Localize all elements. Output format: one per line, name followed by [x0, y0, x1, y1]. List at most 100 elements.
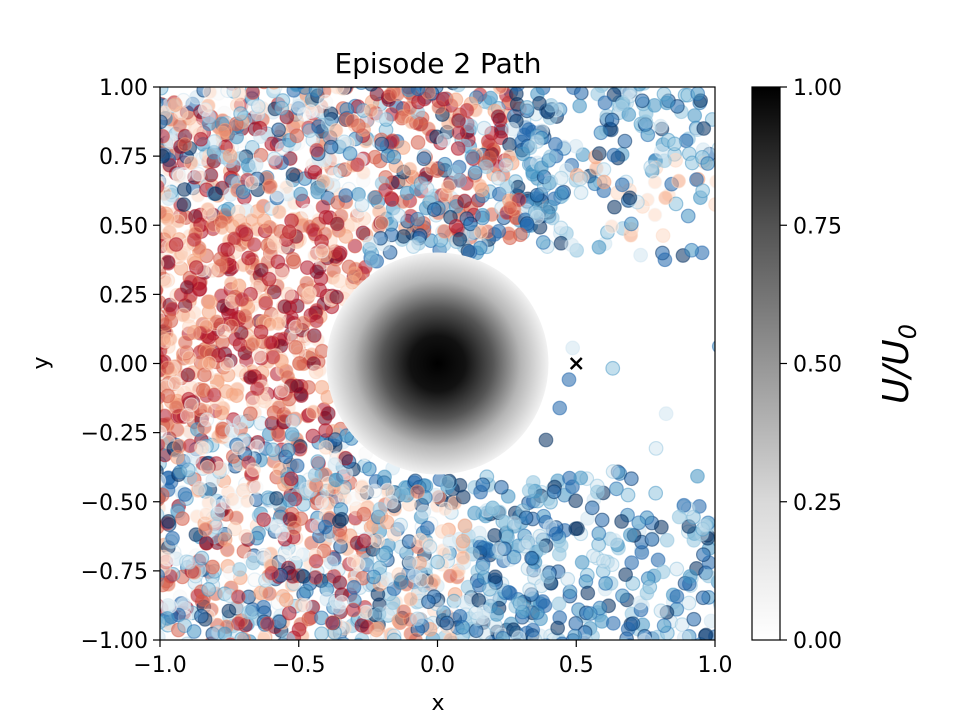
scatter-point [632, 87, 647, 92]
scatter-point [332, 575, 348, 591]
scatter-point [457, 193, 472, 209]
scatter-point [591, 239, 607, 255]
scatter-point [637, 633, 653, 640]
scatter-point [598, 575, 614, 591]
scatter-point [696, 121, 712, 136]
scatter-point [202, 206, 218, 222]
scatter-point [681, 595, 697, 611]
scatter-point [689, 172, 704, 188]
scatter-point [695, 547, 711, 563]
scatter-point [358, 604, 374, 620]
scatter-point [269, 519, 285, 535]
colorbar-tick-label: 0.25 [793, 491, 842, 516]
scatter-points [160, 87, 715, 640]
scatter-point [208, 186, 223, 202]
scatter-point [402, 161, 418, 177]
scatter-point [442, 568, 458, 584]
scatter-point [620, 487, 636, 503]
scatter-point [455, 489, 471, 505]
scatter-point [437, 156, 453, 172]
scatter-point [302, 285, 317, 301]
scatter-point [319, 591, 335, 607]
scatter-point [194, 550, 210, 566]
scatter-point [690, 87, 706, 102]
scatter-point [367, 190, 382, 206]
scatter-point [410, 484, 425, 500]
scatter-point [374, 215, 390, 231]
plot-area [160, 87, 715, 640]
scatter-point [299, 203, 315, 219]
scatter-point [289, 128, 305, 144]
x-tick-label: 0.0 [420, 653, 455, 678]
scatter-point [621, 107, 637, 122]
scatter-point [241, 250, 256, 266]
scatter-point [338, 229, 354, 244]
scatter-point [667, 136, 682, 152]
scatter-point [289, 87, 304, 93]
scatter-point [377, 469, 392, 485]
scatter-point [700, 156, 715, 171]
scatter-point [308, 364, 324, 380]
y-tick-label: −1.00 [81, 629, 148, 654]
scatter-point [455, 533, 471, 549]
scatter-point [606, 87, 622, 102]
scatter-point [487, 527, 503, 543]
scatter-point [317, 519, 333, 535]
scatter-point [283, 471, 299, 487]
scatter-point [451, 87, 466, 93]
scatter-point [370, 533, 386, 549]
scatter-point [653, 603, 669, 619]
scatter-point [285, 413, 301, 429]
scatter-point [169, 422, 185, 438]
scatter-point [483, 90, 499, 106]
scatter-point [197, 102, 213, 118]
scatter-point [560, 571, 576, 587]
scatter-point [491, 223, 507, 239]
scatter-point [318, 209, 334, 225]
scatter-point [368, 622, 384, 638]
scatter-point [506, 515, 522, 531]
scatter-point [703, 613, 715, 629]
scatter-point [671, 173, 687, 189]
scatter-point [436, 132, 451, 148]
scatter-point [669, 561, 685, 577]
scatter-point [278, 592, 294, 608]
scatter-point [521, 483, 537, 498]
scatter-point [324, 615, 340, 631]
potential-field-disk [326, 252, 549, 475]
scatter-point [578, 633, 594, 640]
scatter-point [281, 605, 297, 621]
scatter-point [272, 461, 288, 477]
y-tick-label: 0.25 [99, 283, 148, 308]
scatter-point [422, 539, 438, 555]
scatter-point [695, 590, 711, 606]
scatter-point [555, 636, 569, 640]
scatter-point [607, 199, 622, 215]
scatter-point [354, 618, 370, 633]
scatter-point [617, 133, 633, 149]
scatter-point [534, 160, 549, 176]
y-axis-label: y [29, 356, 54, 369]
scatter-point [282, 492, 297, 508]
scatter-point [160, 464, 164, 478]
colorbar-tick-label: 0.50 [793, 353, 842, 378]
scatter-point [314, 494, 330, 510]
scatter-point [440, 179, 456, 195]
scatter-point [434, 524, 450, 539]
scatter-point [542, 199, 558, 215]
scatter-point [224, 491, 240, 507]
scatter-point [199, 459, 215, 475]
scatter-point [485, 501, 501, 517]
scatter-point [644, 532, 660, 547]
scatter-point [271, 204, 287, 220]
scatter-point [410, 87, 426, 97]
scatter-point [574, 554, 590, 570]
scatter-point [708, 174, 715, 189]
scatter-point [647, 174, 663, 190]
scatter-point [655, 228, 671, 243]
scatter-point [298, 583, 314, 599]
scatter-point [331, 600, 347, 615]
chart-title: Episode 2 Path [334, 47, 541, 80]
scatter-point [250, 98, 266, 114]
scatter-point [201, 304, 217, 320]
